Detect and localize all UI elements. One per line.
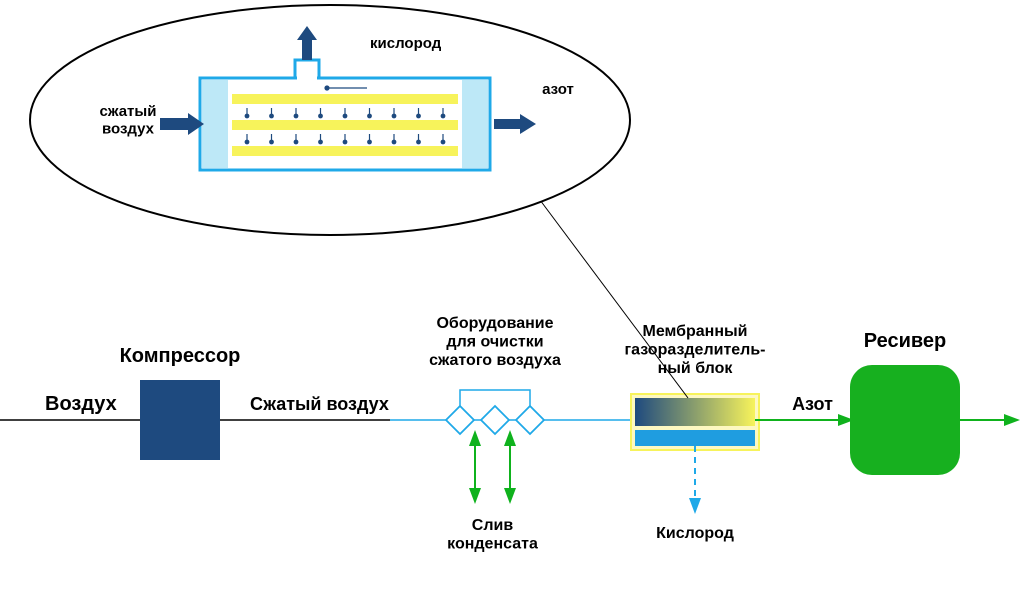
detail-top-outlet — [295, 60, 319, 78]
filter-diamond — [516, 406, 544, 434]
compressor-block — [140, 380, 220, 460]
cleaning-label: Оборудованиедля очисткисжатого воздуха — [429, 315, 561, 369]
air-label: Воздух — [45, 393, 117, 415]
membrane-bottom — [635, 430, 755, 446]
membrane-gradient — [635, 398, 755, 426]
detail-oxygen-label: кислород — [370, 35, 442, 52]
membrane-label: Мембранныйгазоразделитель-ный блок — [624, 323, 765, 377]
detail-membrane-bar — [232, 94, 458, 104]
condensate-label: Сливконденсата — [447, 517, 538, 552]
compressed-air-label: Сжатый воздух — [250, 394, 389, 414]
detail-membrane-bar — [232, 146, 458, 156]
detail-cap-left — [202, 80, 228, 168]
filter-diamond — [481, 406, 509, 434]
filter-diamond — [446, 406, 474, 434]
oxygen-out-label: Кислород — [656, 525, 734, 542]
callout-line — [540, 200, 688, 398]
diagram-canvas: Воздух Компрессор Сжатый воздух Оборудовани… — [0, 0, 1024, 614]
compressor-label: Компрессор — [120, 345, 241, 367]
detail-membrane-bar — [232, 120, 458, 130]
nitrogen-label: Азот — [792, 394, 833, 414]
detail-compressed-air-label: сжатыйвоздух — [100, 103, 157, 137]
receiver-block — [850, 365, 960, 475]
detail-nitrogen-label: азот — [542, 81, 574, 98]
detail-cap-right — [462, 80, 488, 168]
filter-bracket — [460, 390, 530, 406]
receiver-label: Ресивер — [864, 330, 947, 352]
